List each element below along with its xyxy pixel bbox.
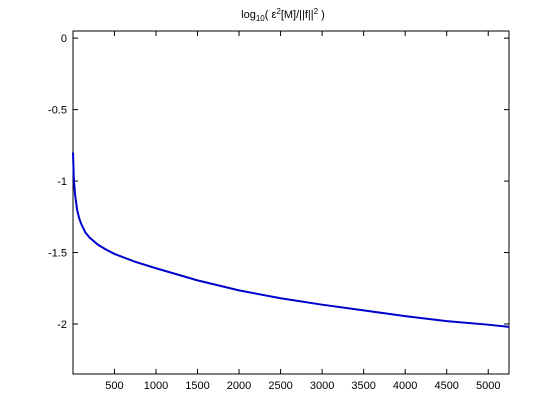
title-open: ( ε (265, 9, 277, 21)
series-line (72, 152, 510, 328)
x-tick-label: 3500 (351, 380, 375, 392)
x-tick-label: 2500 (268, 380, 292, 392)
x-tick-label: 3000 (310, 380, 334, 392)
title-close: ) (318, 9, 325, 21)
x-tick-label: 1000 (144, 380, 168, 392)
title-sub: 10 (256, 14, 265, 23)
chart-title: log10( ε2[M]/||f||2 ) (241, 7, 325, 23)
title-prefix: log (241, 9, 256, 21)
plot-area (72, 30, 510, 375)
x-tick-label: 500 (105, 380, 123, 392)
y-tick-label: -1 (57, 176, 67, 188)
y-axis: 0 -0.5 -1 -1.5 -2 (48, 33, 509, 331)
x-axis: 500 1000 1500 2000 2500 3000 3500 4000 4500 5000 (105, 31, 500, 392)
y-tick-label: -1.5 (48, 248, 67, 260)
y-tick-label: -0.5 (48, 105, 67, 117)
title-mid: [M]/||f|| (281, 9, 314, 21)
y-tick-label: 0 (61, 33, 67, 45)
title-sup2: 2 (314, 7, 319, 16)
x-tick-label: 5000 (476, 380, 500, 392)
x-tick-label: 4500 (434, 380, 458, 392)
title-sup1: 2 (276, 7, 281, 16)
y-tick-label: -2 (57, 319, 67, 331)
x-tick-label: 1500 (185, 380, 209, 392)
x-tick-label: 2000 (227, 380, 251, 392)
x-tick-label: 4000 (393, 380, 417, 392)
